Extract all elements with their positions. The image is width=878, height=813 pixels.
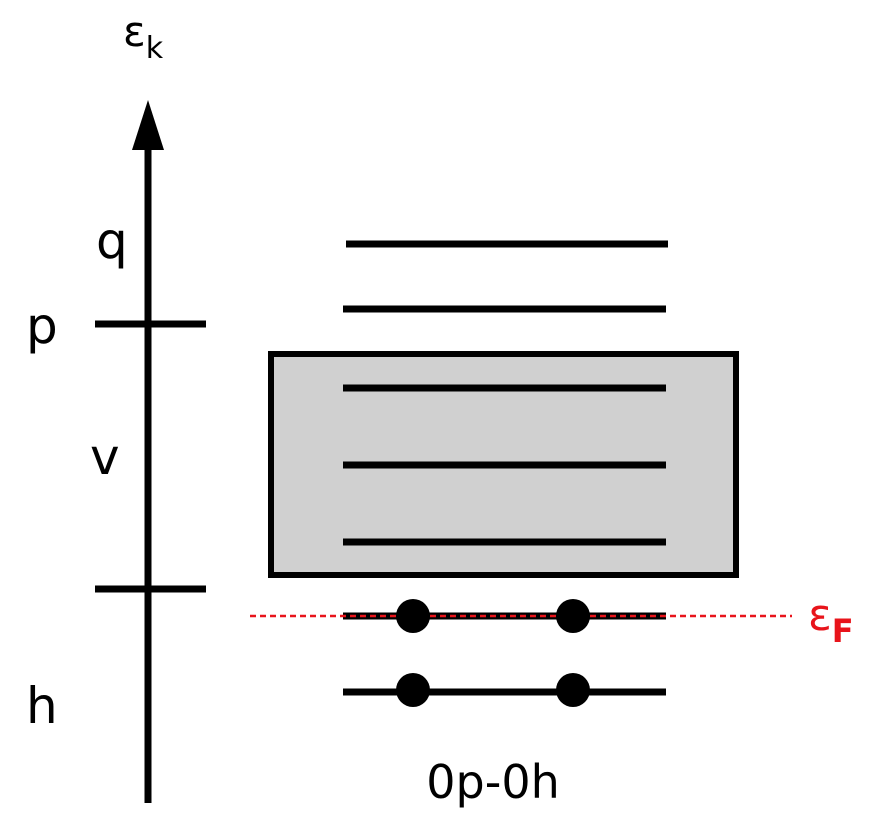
fermi-level-label-sub: F <box>832 612 854 650</box>
region-label-h: h <box>26 677 58 735</box>
energy-axis-label-sub: k <box>146 31 164 66</box>
particle-fermi-left <box>396 599 430 633</box>
particle-lowest-left <box>396 673 430 707</box>
region-label-q: q <box>96 212 128 270</box>
region-label-v: v <box>90 428 120 486</box>
energy-axis-label: εk <box>123 7 164 66</box>
region-label-p: p <box>26 297 58 355</box>
particle-lowest-right <box>556 673 590 707</box>
fermi-level-label: εF <box>808 590 854 650</box>
particle-fermi-right <box>556 599 590 633</box>
configuration-label: 0p-0h <box>426 755 560 809</box>
energy-axis-arrowhead <box>132 100 164 150</box>
fermi-level-label-main: ε <box>808 590 832 641</box>
energy-axis-label-main: ε <box>123 7 146 56</box>
